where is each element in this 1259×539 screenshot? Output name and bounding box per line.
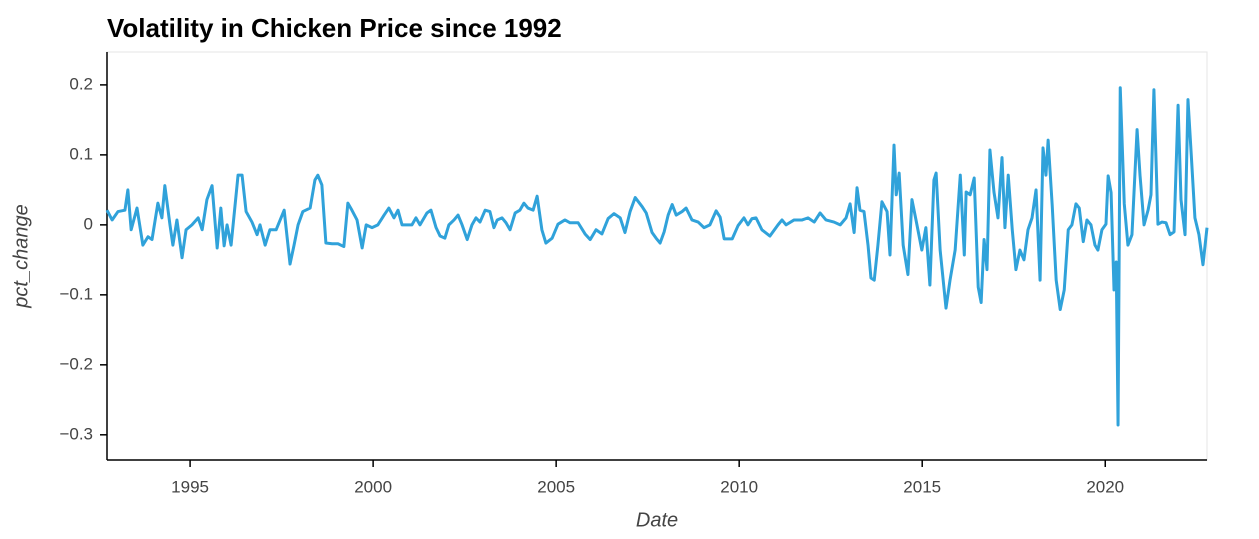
x-tick-label: 2010 xyxy=(720,477,758,496)
y-tick-label: 0.2 xyxy=(69,74,93,93)
x-tick-label: 2000 xyxy=(354,477,392,496)
y-tick-label: −0.2 xyxy=(59,354,93,373)
x-tick-label: 1995 xyxy=(171,477,209,496)
y-axis-label: pct_change xyxy=(10,204,32,308)
chart-title: Volatility in Chicken Price since 1992 xyxy=(107,13,562,43)
data-line xyxy=(105,86,1209,427)
y-tick-label: −0.3 xyxy=(59,424,93,443)
y-tick-label: 0.1 xyxy=(69,144,93,163)
x-tick-label: 2020 xyxy=(1086,477,1124,496)
x-tick-label: 2015 xyxy=(903,477,941,496)
y-tick-label: −0.1 xyxy=(59,284,93,303)
x-axis-label: Date xyxy=(636,509,678,531)
y-tick-label: 0 xyxy=(84,214,93,233)
x-tick-label: 2005 xyxy=(537,477,575,496)
